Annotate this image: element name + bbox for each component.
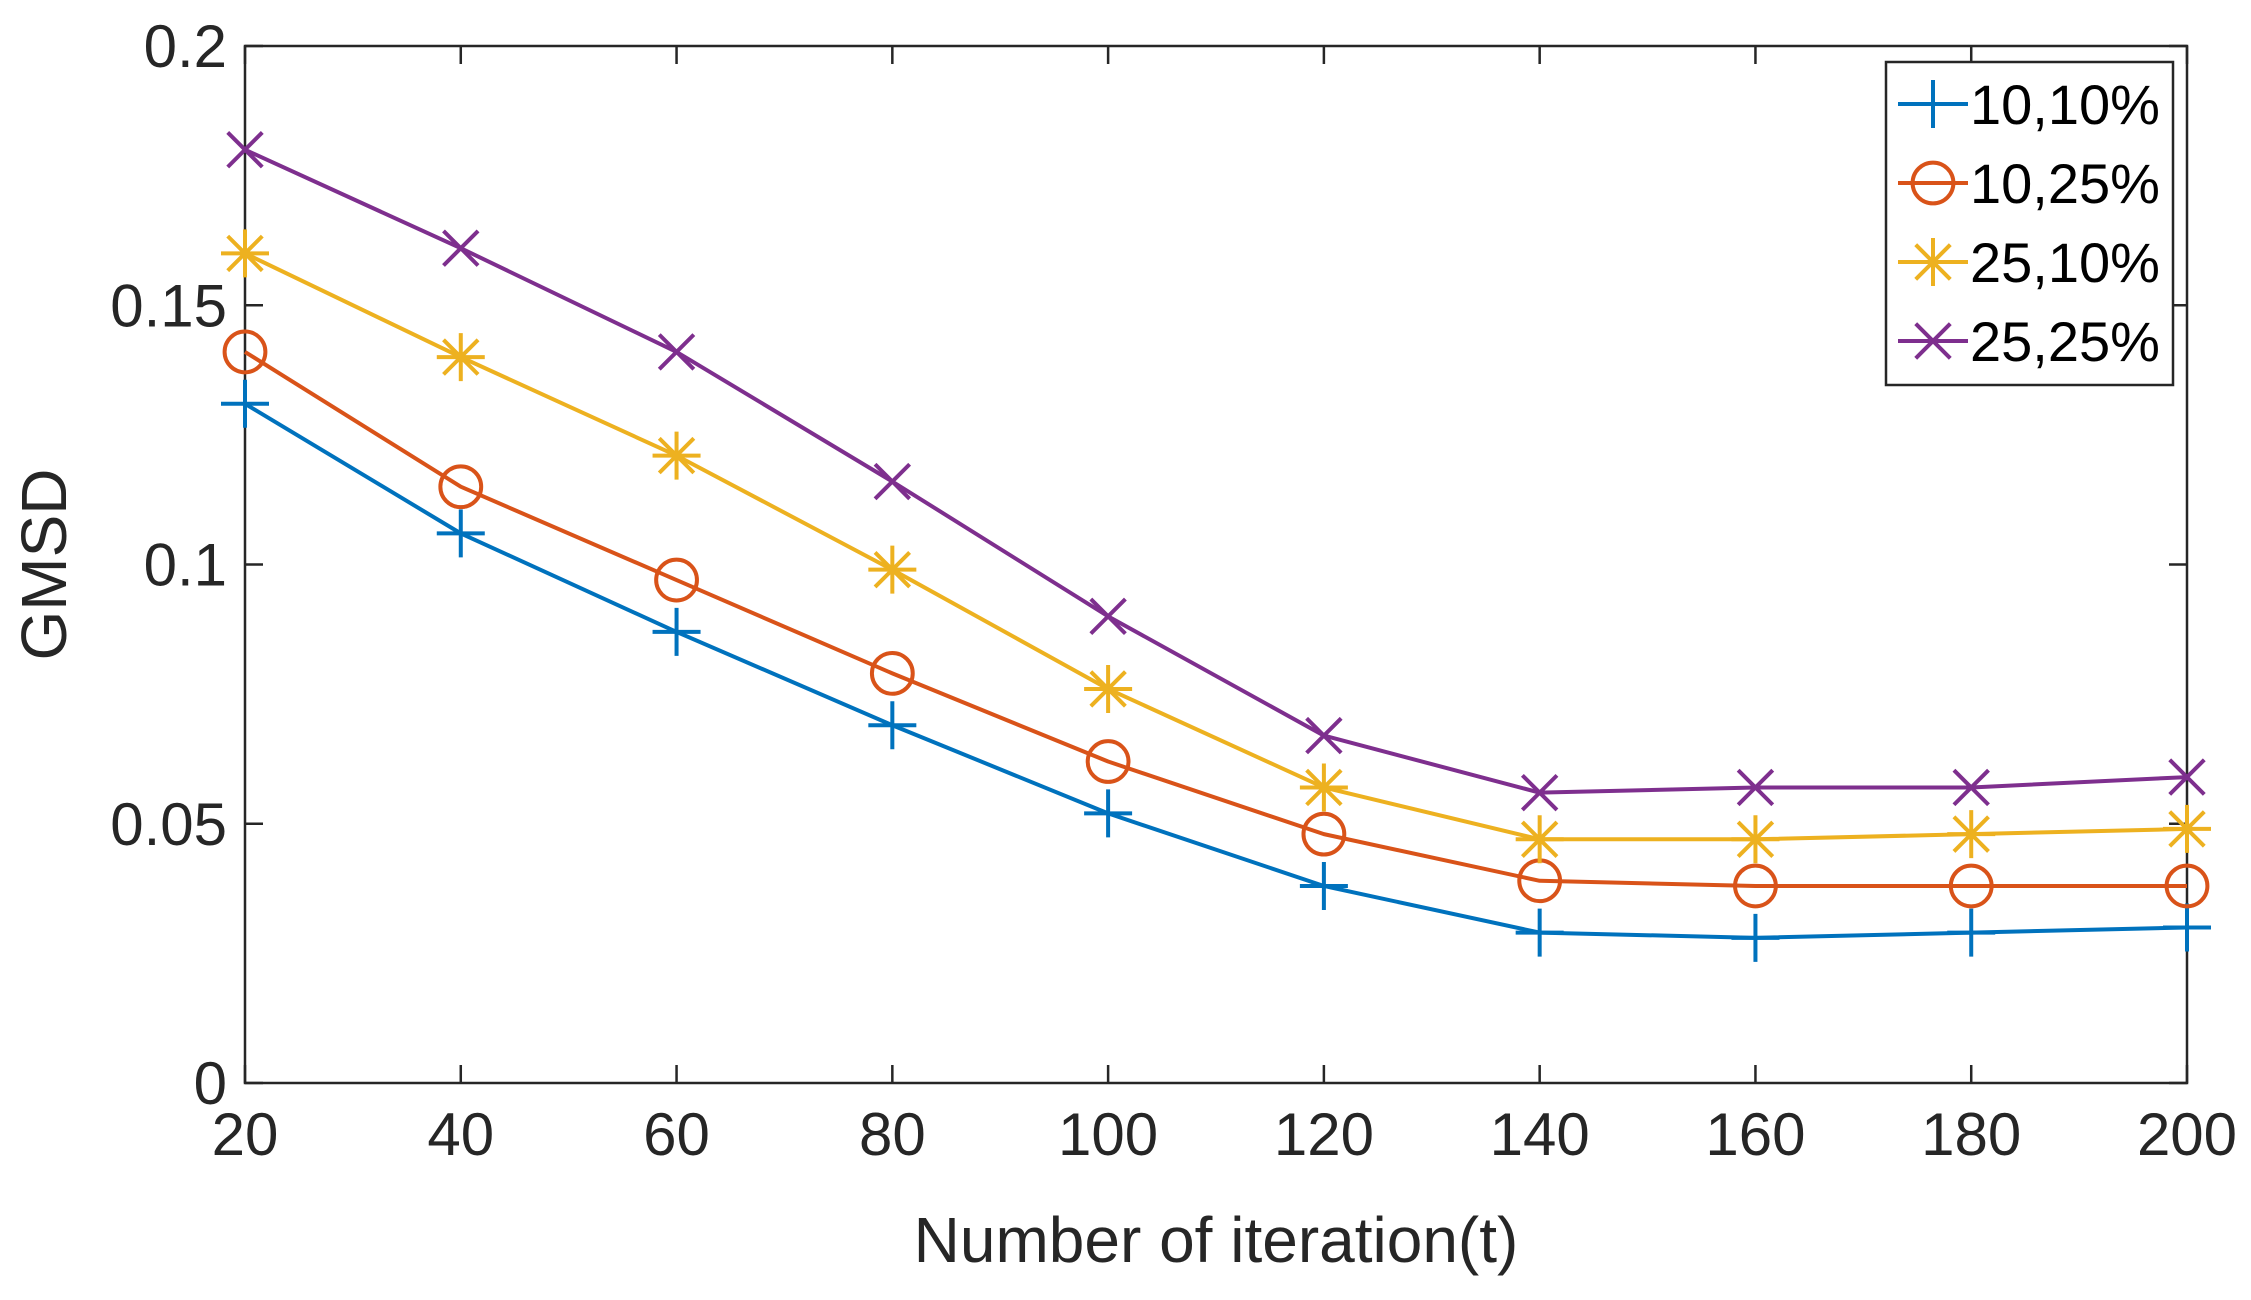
legend-label: 10,10% xyxy=(1970,73,2160,136)
series-line-3 xyxy=(244,251,2188,842)
legend-marker-circle xyxy=(1910,160,1956,206)
x-tick-label: 180 xyxy=(1921,1101,2021,1168)
x-tick-label: 40 xyxy=(427,1101,494,1168)
series-layer xyxy=(221,131,2211,962)
data-point-circle xyxy=(2164,863,2210,909)
data-point-circle xyxy=(222,329,268,375)
data-point-plus xyxy=(652,607,701,656)
data-point-asterisk xyxy=(1947,810,1996,859)
data-point-circle xyxy=(654,557,699,603)
legend-label: 25,25% xyxy=(1970,310,2160,373)
x-tick-label: 120 xyxy=(1274,1101,1374,1168)
y-tick-label: 0.05 xyxy=(110,791,227,858)
series-line-1 xyxy=(243,402,2188,940)
axes: 20 40 60 80 100 120 140 160 180 200 0 0.05 0.1 0.15 0.… xyxy=(110,13,2237,1168)
data-point-circle xyxy=(438,464,484,510)
x-tick-label: 160 xyxy=(1705,1101,1805,1168)
data-point-cross xyxy=(873,462,912,501)
series-line-4 xyxy=(244,147,2188,795)
legend-entry: 25,25% xyxy=(1898,310,2160,373)
data-point-circle xyxy=(1085,739,1131,784)
data-point-cross xyxy=(226,131,264,169)
data-point-plus xyxy=(1084,789,1133,838)
x-tick-label: 100 xyxy=(1058,1101,1158,1168)
data-point-asterisk xyxy=(868,545,917,594)
y-tick-label: 0.2 xyxy=(144,13,227,80)
legend-entry: 10,25% xyxy=(1898,152,2160,215)
data-point-asterisk xyxy=(1084,664,1133,713)
data-point-cross xyxy=(442,229,480,267)
y-tick-label: 0.1 xyxy=(144,532,227,599)
data-point-asterisk xyxy=(1299,763,1348,812)
data-point-plus xyxy=(1515,908,1564,957)
data-point-circle xyxy=(1301,811,1347,857)
data-point-cross xyxy=(1520,773,1559,812)
data-point-cross xyxy=(1952,768,1990,807)
data-point-plus xyxy=(868,701,917,750)
data-point-cross xyxy=(1089,597,1127,636)
data-point-cross xyxy=(1736,768,1775,807)
data-point-circle xyxy=(869,650,915,696)
data-point-plus xyxy=(1731,913,1780,962)
data-point-cross xyxy=(657,333,696,371)
series-2 xyxy=(222,329,2210,909)
data-point-asterisk xyxy=(1515,815,1564,864)
x-tick-label: 80 xyxy=(859,1101,926,1168)
x-tick-label: 140 xyxy=(1490,1101,1590,1168)
data-point-asterisk xyxy=(436,333,485,382)
data-point-plus xyxy=(1947,908,1996,957)
data-point-plus xyxy=(2163,903,2211,952)
y-axis-title: GMSD xyxy=(8,469,80,661)
data-point-asterisk xyxy=(652,431,701,480)
y-tick-label: 0.15 xyxy=(110,272,227,339)
legend-label: 25,10% xyxy=(1970,231,2160,294)
data-point-circle xyxy=(1948,863,1994,909)
data-point-cross xyxy=(1305,716,1343,755)
data-point-asterisk xyxy=(2163,804,2211,853)
x-tick-label: 200 xyxy=(2137,1101,2237,1168)
data-point-plus xyxy=(436,509,485,558)
series-line-2 xyxy=(243,350,2187,888)
series-1 xyxy=(221,379,2211,962)
legend-entry: 25,10% xyxy=(1898,231,2160,294)
series-4 xyxy=(226,131,2206,812)
data-point-plus xyxy=(221,379,269,428)
data-point-asterisk xyxy=(221,229,269,278)
legend: 10,10% 10,25% 25,10% 25,25% xyxy=(1884,60,2175,387)
series-3 xyxy=(221,229,2211,864)
legend-entry: 10,10% xyxy=(1898,73,2160,136)
x-tick-label: 60 xyxy=(643,1101,710,1168)
legend-marker-plus xyxy=(1909,80,1957,128)
data-point-cross xyxy=(2168,758,2206,796)
x-tick-label: 20 xyxy=(212,1101,279,1168)
legend-marker-cross xyxy=(1914,322,1952,360)
legend-label: 10,25% xyxy=(1970,152,2160,215)
data-point-asterisk xyxy=(1731,815,1780,864)
x-axis-title: Number of iteration(t) xyxy=(914,1204,1519,1276)
data-point-plus xyxy=(1299,861,1348,910)
y-tick-label: 0 xyxy=(194,1050,227,1117)
legend-marker-asterisk xyxy=(1909,238,1957,286)
data-point-circle xyxy=(1733,863,1778,909)
